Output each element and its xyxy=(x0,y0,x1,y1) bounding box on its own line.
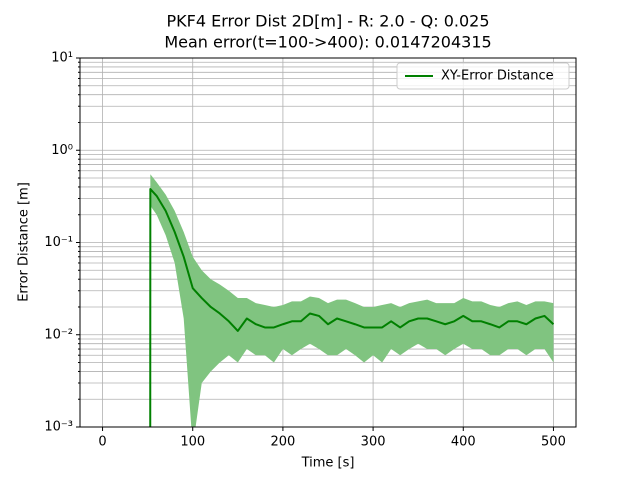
y-tick-label: 10⁻³ xyxy=(44,420,73,435)
x-tick-label: 500 xyxy=(541,435,566,450)
error-band xyxy=(150,174,554,427)
x-tick-label: 0 xyxy=(98,435,106,450)
chart-title: PKF4 Error Dist 2D[m] - R: 2.0 - Q: 0.02… xyxy=(166,12,489,31)
chart-subtitle: Mean error(t=100->400): 0.0147204315 xyxy=(164,33,491,52)
y-axis-label: Error Distance [m] xyxy=(17,182,32,302)
series-line xyxy=(149,188,555,427)
x-axis-label: Time [s] xyxy=(301,456,355,471)
grid xyxy=(80,57,576,428)
legend: XY-Error Distance xyxy=(396,62,570,90)
plot-area xyxy=(149,174,555,427)
x-tick-label: 100 xyxy=(180,435,205,450)
y-tick-label: 10¹ xyxy=(51,51,73,66)
ticks: 0 100 200 300 400 500 10⁻³ 10⁻² 10⁻¹ 10⁰ 10¹ xyxy=(44,51,565,450)
x-tick-label: 200 xyxy=(270,435,295,450)
x-tick-label: 400 xyxy=(451,435,476,450)
y-tick-label: 10⁻² xyxy=(44,327,73,342)
y-tick-label: 10⁰ xyxy=(51,143,73,158)
y-tick-label: 10⁻¹ xyxy=(44,235,73,250)
x-tick-label: 300 xyxy=(361,435,386,450)
legend-box xyxy=(396,62,570,90)
legend-label: XY-Error Distance xyxy=(441,69,554,84)
